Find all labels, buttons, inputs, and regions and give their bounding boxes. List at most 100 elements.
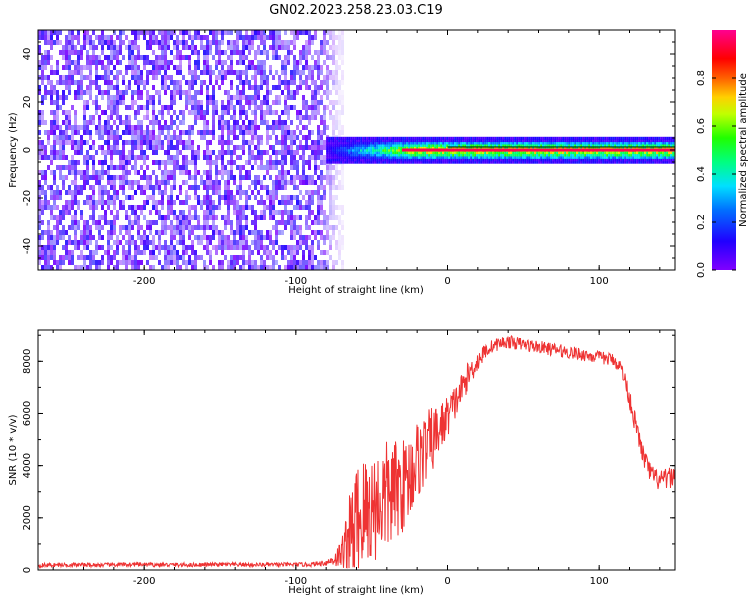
spectrogram-cell bbox=[65, 250, 68, 255]
spectrogram-cell bbox=[544, 141, 547, 145]
spectrogram-cell bbox=[388, 153, 391, 157]
spectrogram-cell bbox=[176, 45, 179, 50]
spectrogram-cell bbox=[152, 150, 155, 155]
spectrogram-cell bbox=[200, 110, 203, 115]
spectrogram-cell bbox=[38, 35, 41, 40]
spectrogram-cell bbox=[98, 260, 101, 265]
spectrogram-cell bbox=[341, 205, 344, 210]
spectrogram-cell bbox=[185, 260, 188, 265]
spectrogram-cell bbox=[556, 151, 559, 155]
spectrogram-cell bbox=[648, 156, 651, 159]
spectrogram-cell bbox=[576, 144, 579, 147]
spectrogram-cell bbox=[329, 185, 332, 190]
spectrogram-cell bbox=[420, 144, 423, 147]
spectrogram-cell bbox=[400, 146, 403, 150]
spectrogram-cell bbox=[618, 153, 621, 157]
spectrogram-cell bbox=[92, 175, 95, 180]
spectrogram-cell bbox=[630, 146, 633, 150]
spectrogram-cell bbox=[80, 175, 83, 180]
spectrogram-cell bbox=[484, 158, 487, 162]
spectrogram-cell bbox=[568, 139, 571, 143]
spectrogram-cell bbox=[77, 145, 80, 150]
spectrogram-cell bbox=[125, 140, 128, 145]
spectrogram-cell bbox=[444, 153, 447, 157]
spectrogram-cell bbox=[269, 125, 272, 130]
spectrogram-cell bbox=[44, 230, 47, 235]
spectrogram-cell bbox=[452, 158, 455, 162]
spectrogram-cell bbox=[86, 120, 89, 125]
spectrogram-cell bbox=[323, 225, 326, 230]
spectrogram-cell bbox=[179, 95, 182, 100]
spectrogram-cell bbox=[340, 146, 343, 150]
spectrogram-cell bbox=[173, 100, 176, 105]
spectrogram-cell bbox=[164, 105, 167, 110]
spectrogram-cell bbox=[287, 105, 290, 110]
spectrogram-cell bbox=[122, 40, 125, 45]
spectrogram-cell bbox=[404, 153, 407, 157]
spectrogram-cell bbox=[332, 115, 335, 120]
spectrogram-cell bbox=[149, 30, 152, 35]
spectrogram-cell bbox=[197, 65, 200, 70]
spectrogram-cell bbox=[101, 160, 104, 165]
spectrogram-cell bbox=[53, 70, 56, 75]
spectrogram-cell bbox=[332, 146, 335, 150]
spectrogram-cell bbox=[376, 158, 379, 162]
spectrogram-cell bbox=[188, 215, 191, 220]
spectrogram-cell bbox=[77, 90, 80, 95]
spectrogram-cell bbox=[77, 55, 80, 60]
spectrogram-cell bbox=[320, 115, 323, 120]
spectrogram-cell bbox=[206, 185, 209, 190]
spectrogram-cell bbox=[396, 136, 399, 140]
spectrogram-cell bbox=[370, 153, 373, 157]
spectrogram-cell bbox=[341, 260, 344, 265]
spectrogram-cell bbox=[558, 156, 561, 159]
spectrogram-cell bbox=[68, 30, 71, 35]
spectrogram-cell bbox=[158, 60, 161, 65]
spectrogram-cell bbox=[428, 144, 431, 147]
spectrogram-cell bbox=[504, 151, 507, 155]
spectrogram-cell bbox=[140, 55, 143, 60]
spectrogram-cell bbox=[596, 153, 599, 157]
spectrogram-cell bbox=[158, 185, 161, 190]
spectrogram-cell bbox=[146, 110, 149, 115]
spectrogram-cell bbox=[122, 145, 125, 150]
spectrogram-cell bbox=[317, 145, 320, 150]
spectrogram-cell bbox=[239, 105, 242, 110]
spectrogram-cell bbox=[416, 146, 419, 150]
spectrogram-cell bbox=[600, 146, 603, 150]
spectrogram-cell bbox=[62, 150, 65, 155]
spectrogram-cell bbox=[308, 175, 311, 180]
spectrogram-cell bbox=[406, 156, 409, 159]
spectrogram-cell bbox=[140, 70, 143, 75]
spectrogram-cell bbox=[452, 141, 455, 145]
spectrogram-cell bbox=[332, 85, 335, 90]
spectrogram-cell bbox=[317, 165, 320, 170]
spectrogram-cell bbox=[396, 156, 399, 159]
spectrogram-cell bbox=[116, 125, 119, 130]
spectrogram-cell bbox=[164, 190, 167, 195]
spectrogram-cell bbox=[53, 85, 56, 90]
spectrogram-cell bbox=[336, 153, 339, 157]
spectrogram-cell bbox=[233, 180, 236, 185]
spectrogram-cell bbox=[398, 158, 401, 162]
spectrogram-cell bbox=[464, 139, 467, 143]
spectrogram-cell bbox=[179, 70, 182, 75]
spectrogram-cell bbox=[83, 155, 86, 160]
spectrogram-cell bbox=[41, 200, 44, 205]
spectrogram-cell bbox=[317, 195, 320, 200]
spectrogram-cell bbox=[281, 145, 284, 150]
spectrogram-cell bbox=[164, 45, 167, 50]
spectrogram-cell bbox=[209, 160, 212, 165]
spectrogram-cell bbox=[648, 136, 651, 140]
spectrogram-cell bbox=[167, 125, 170, 130]
spectrogram-cell bbox=[372, 158, 375, 162]
spectrogram-cell bbox=[212, 70, 215, 75]
spectrogram-cell bbox=[438, 156, 441, 159]
spectrogram-cell bbox=[582, 146, 585, 150]
spectrogram-cell bbox=[164, 65, 167, 70]
spectrogram-cell bbox=[636, 139, 639, 143]
spectrogram-cell bbox=[158, 40, 161, 45]
spectrogram-cell bbox=[474, 151, 477, 155]
spectrogram-cell bbox=[56, 215, 59, 220]
spectrogram-cell bbox=[149, 265, 152, 270]
